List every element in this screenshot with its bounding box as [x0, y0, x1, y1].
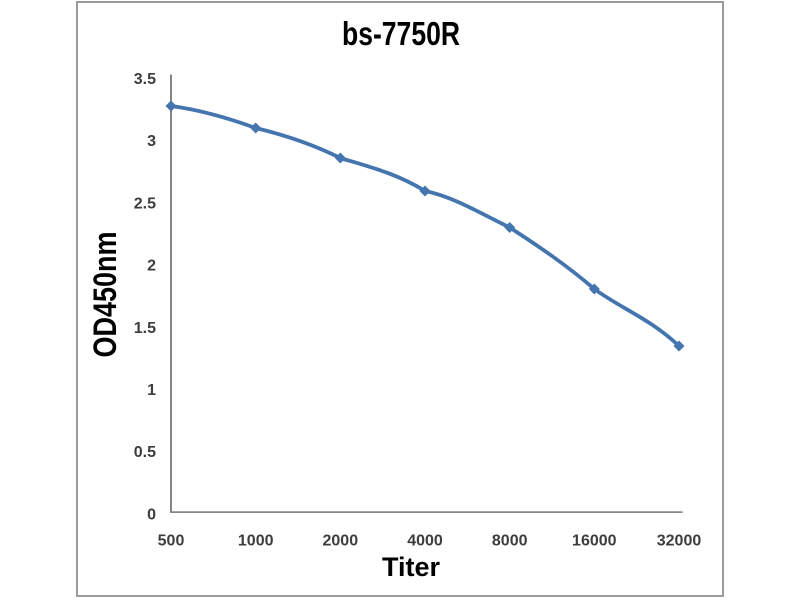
svg-text:3: 3: [147, 133, 156, 150]
svg-text:2.5: 2.5: [134, 195, 156, 212]
svg-text:4000: 4000: [407, 533, 443, 550]
svg-text:bs-7750R: bs-7750R: [342, 15, 460, 52]
svg-text:1000: 1000: [238, 533, 274, 550]
svg-text:1.5: 1.5: [134, 320, 156, 337]
svg-text:Titer: Titer: [382, 552, 441, 582]
svg-text:1: 1: [147, 382, 156, 399]
svg-text:16000: 16000: [572, 533, 617, 550]
svg-text:3.5: 3.5: [134, 71, 156, 88]
svg-text:0: 0: [147, 506, 156, 523]
svg-text:2: 2: [147, 258, 156, 275]
svg-text:32000: 32000: [657, 533, 702, 550]
svg-text:0.5: 0.5: [134, 444, 156, 461]
svg-text:500: 500: [158, 533, 185, 550]
svg-text:2000: 2000: [323, 533, 359, 550]
svg-text:OD450nm: OD450nm: [87, 232, 123, 358]
svg-text:8000: 8000: [492, 533, 528, 550]
